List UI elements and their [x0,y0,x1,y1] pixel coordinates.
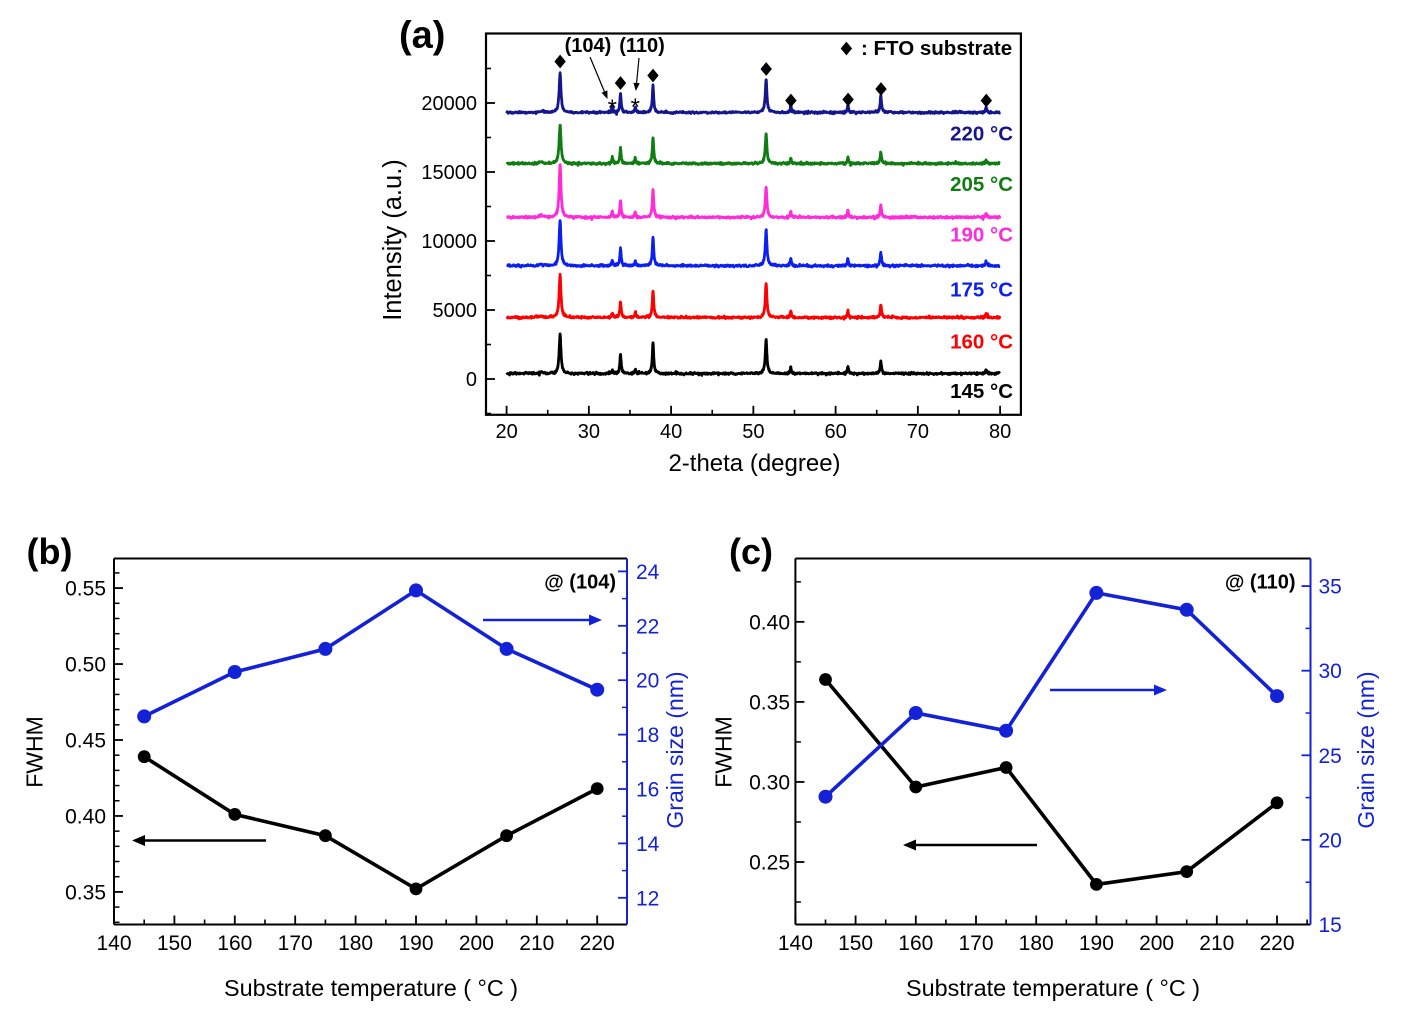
svg-text:190: 190 [398,932,433,955]
svg-text:200: 200 [1139,932,1174,955]
svg-text:0.30: 0.30 [749,771,790,794]
svg-text:0: 0 [466,369,477,391]
svg-text:(b): (b) [27,531,73,572]
svg-text:160 °C: 160 °C [950,331,1013,354]
svg-text:30: 30 [578,421,600,443]
svg-text:200: 200 [459,932,494,955]
svg-text:16: 16 [636,779,659,802]
svg-text:35: 35 [1319,576,1342,599]
svg-text:140: 140 [778,932,813,955]
svg-text:160: 160 [898,932,933,955]
svg-text:140: 140 [96,932,131,955]
svg-text:14: 14 [636,833,660,856]
svg-text:15: 15 [1319,914,1342,937]
svg-text:15000: 15000 [421,162,477,184]
svg-text:0.50: 0.50 [65,654,106,677]
svg-text:190 °C: 190 °C [950,224,1013,247]
svg-text:(a): (a) [399,15,445,57]
svg-text:0.35: 0.35 [749,691,790,714]
svg-text:: FTO substrate: : FTO substrate [861,37,1012,60]
svg-text:2-theta (degree): 2-theta (degree) [668,450,840,477]
svg-text:80: 80 [989,421,1011,443]
svg-text:0.55: 0.55 [65,578,106,601]
svg-text:220: 220 [1259,932,1294,955]
svg-text:24: 24 [636,561,660,584]
svg-text:5000: 5000 [433,300,478,322]
svg-text:12: 12 [636,887,659,910]
svg-text:0.25: 0.25 [749,852,790,875]
svg-text:20: 20 [495,421,517,443]
svg-text:@ (104): @ (104) [544,572,616,594]
svg-text:Intensity (a.u.): Intensity (a.u.) [379,159,407,321]
svg-text:(104): (104) [565,35,612,57]
svg-text:18: 18 [636,724,659,747]
svg-text:60: 60 [824,421,846,443]
svg-text:0.40: 0.40 [65,805,106,828]
svg-text:180: 180 [338,932,373,955]
svg-text:(c): (c) [729,531,773,572]
svg-text:210: 210 [519,932,554,955]
svg-text:0.45: 0.45 [65,730,106,753]
svg-text:*: * [608,95,617,122]
svg-text:170: 170 [958,932,993,955]
svg-text:25: 25 [1319,745,1342,768]
svg-text:20: 20 [636,670,659,693]
svg-text:20: 20 [1319,829,1342,852]
svg-text:@ (110): @ (110) [1225,572,1296,594]
svg-text:Substrate temperature ( °C ): Substrate temperature ( °C ) [224,975,518,1001]
svg-text:170: 170 [278,932,313,955]
svg-text:160: 160 [217,932,252,955]
svg-text:190: 190 [1079,932,1114,955]
svg-text:70: 70 [907,421,929,443]
svg-text:*: * [631,94,640,121]
svg-text:150: 150 [157,932,192,955]
svg-text:Grain size (nm): Grain size (nm) [662,671,688,828]
svg-text:(110): (110) [619,35,665,57]
svg-text:205 °C: 205 °C [950,173,1013,196]
svg-text:FWHM: FWHM [711,716,737,788]
svg-text:0.35: 0.35 [65,881,106,904]
svg-text:Substrate temperature ( °C ): Substrate temperature ( °C ) [906,975,1200,1001]
svg-text:150: 150 [838,932,873,955]
svg-text:220 °C: 220 °C [950,122,1013,145]
svg-text:10000: 10000 [421,231,477,253]
svg-text:30: 30 [1319,660,1342,683]
svg-text:40: 40 [660,421,682,443]
svg-text:220: 220 [580,932,615,955]
svg-text:180: 180 [1019,932,1054,955]
svg-text:50: 50 [742,421,764,443]
svg-text:22: 22 [636,615,659,638]
svg-text:FWHM: FWHM [22,716,48,788]
svg-text:20000: 20000 [421,93,477,115]
svg-text:145 °C: 145 °C [950,380,1013,403]
svg-text:210: 210 [1199,932,1234,955]
svg-text:175 °C: 175 °C [950,279,1013,302]
svg-text:0.40: 0.40 [749,611,790,634]
svg-text:Grain size (nm): Grain size (nm) [1353,671,1379,828]
